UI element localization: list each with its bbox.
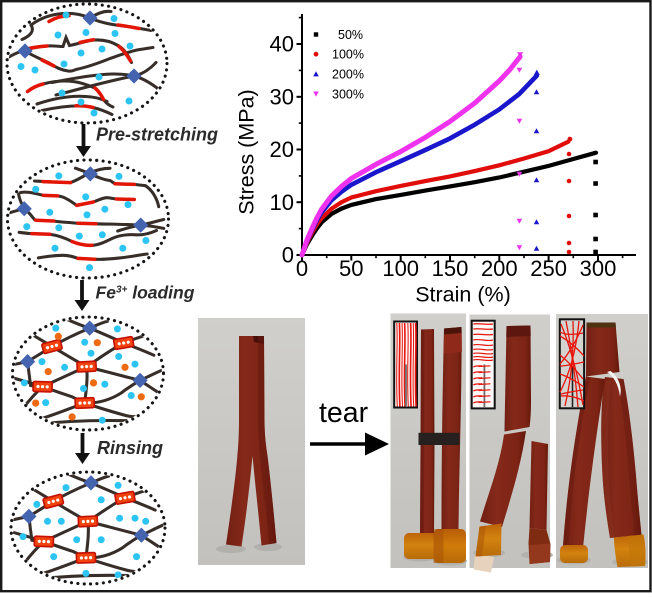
svg-text:50%: 50% <box>338 28 363 42</box>
svg-text:300%: 300% <box>332 87 364 101</box>
svg-text:100%: 100% <box>332 48 364 62</box>
svg-text:200: 200 <box>481 256 518 281</box>
svg-text:10: 10 <box>270 190 294 215</box>
svg-text:Stress (MPa): Stress (MPa) <box>235 89 259 214</box>
svg-text:30: 30 <box>270 85 294 110</box>
svg-text:Strain (%): Strain (%) <box>415 283 511 307</box>
svg-text:Rinsing: Rinsing <box>97 438 163 458</box>
svg-text:50: 50 <box>339 256 363 281</box>
svg-text:0: 0 <box>282 243 294 268</box>
svg-text:100: 100 <box>382 256 419 281</box>
svg-text:Pre-stretching: Pre-stretching <box>96 125 218 145</box>
svg-text:300: 300 <box>580 256 617 281</box>
svg-text:40: 40 <box>270 32 294 57</box>
svg-text:Fe3+ loading: Fe3+ loading <box>96 283 195 303</box>
svg-text:250: 250 <box>530 256 567 281</box>
svg-text:tear: tear <box>319 397 369 429</box>
svg-text:20: 20 <box>270 137 294 162</box>
svg-text:0: 0 <box>296 256 308 281</box>
svg-text:200%: 200% <box>332 68 364 82</box>
svg-text:150: 150 <box>432 256 469 281</box>
